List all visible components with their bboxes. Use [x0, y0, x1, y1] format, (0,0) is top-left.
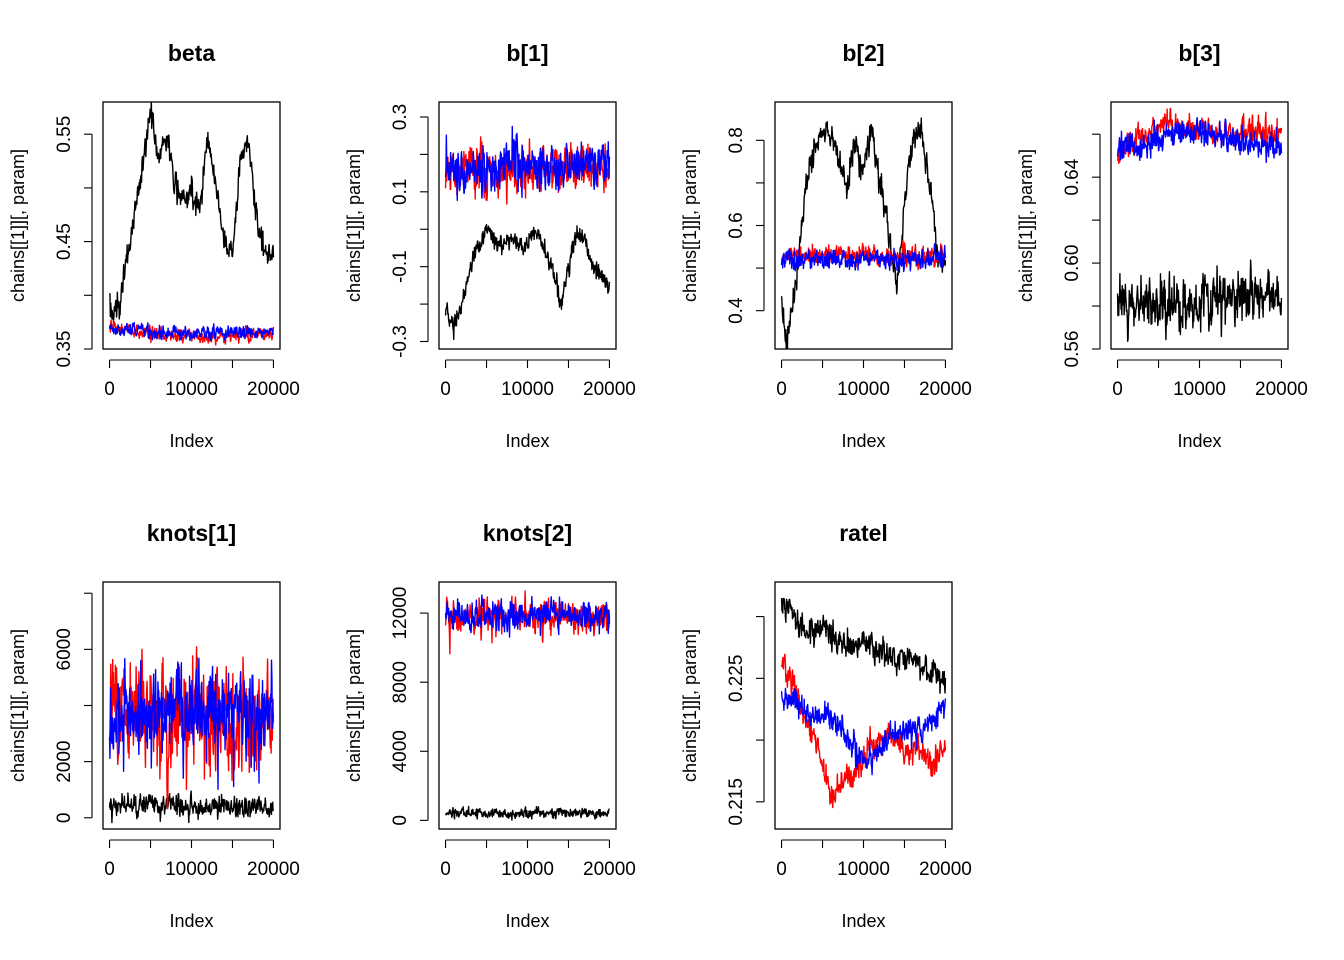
x-tick-label: 20000: [919, 859, 972, 880]
plot-frame: [438, 101, 617, 350]
x-tick-label: 20000: [1255, 379, 1308, 400]
y-tick-label: -0.1: [390, 250, 411, 283]
trace-panel-1: 0 10000 20000 0.35 0.45 0.55 beta Index chains[[…: [8, 40, 300, 451]
x-tick-label: 10000: [501, 859, 554, 880]
x-axis-label: Index: [505, 431, 549, 451]
series-line-3: [780, 243, 947, 273]
series-line-1: [108, 790, 275, 824]
y-tick-label: 0.4: [726, 297, 747, 324]
series-line-3: [108, 321, 275, 342]
trace-panel-7: 0 10000 20000 0.215 0.225 ratel Index chains[[1…: [680, 520, 972, 931]
series-line-3: [780, 687, 947, 776]
y-axis-label: chains[[1]][, param]: [344, 629, 364, 782]
series-line-1: [780, 117, 947, 349]
y-tick-label: 8000: [390, 661, 411, 703]
trace-panel-4: 0 10000 20000 0.56 0.60 0.64 b[3] Index chains[[…: [1016, 40, 1308, 451]
y-tick-label: 0: [54, 812, 75, 823]
x-tick-label: 0: [104, 379, 115, 400]
series-line-3: [444, 125, 611, 202]
y-tick-label: 2000: [54, 740, 75, 782]
y-tick-label: 0.56: [1062, 331, 1083, 368]
y-axis-label: chains[[1]][, param]: [8, 149, 28, 302]
panel-title: beta: [168, 40, 216, 66]
panel-title: ratel: [839, 520, 888, 546]
panel-title: b[3]: [1178, 40, 1220, 66]
trace-panel-2: 0 10000 20000 -0.3 -0.1 0.1 0.3 b[1] Index chains…: [344, 40, 636, 451]
x-tick-label: 20000: [583, 379, 636, 400]
y-tick-label: 0.55: [54, 116, 75, 153]
x-tick-label: 10000: [165, 859, 218, 880]
x-axis-label: Index: [1177, 431, 1221, 451]
series-line-3: [444, 594, 611, 638]
y-tick-label: 0.35: [54, 331, 75, 368]
series-line-2: [781, 239, 947, 271]
x-axis-label: Index: [841, 431, 885, 451]
x-tick-label: 10000: [501, 379, 554, 400]
x-axis-label: Index: [505, 911, 549, 931]
x-tick-label: 0: [776, 379, 787, 400]
panel-title: b[1]: [506, 40, 548, 66]
series-line-3: [1116, 117, 1283, 164]
y-tick-label: 0.6: [726, 212, 747, 238]
y-tick-label: -0.3: [390, 325, 411, 358]
y-tick-label: 0.215: [726, 778, 747, 826]
x-tick-label: 20000: [247, 379, 300, 400]
x-axis-label: Index: [169, 431, 213, 451]
x-tick-label: 20000: [247, 859, 300, 880]
series-line-1: [444, 805, 610, 821]
x-axis-label: Index: [841, 911, 885, 931]
x-tick-label: 0: [776, 859, 787, 880]
y-tick-label: 6000: [54, 628, 75, 670]
trace-panel-3: 0 10000 20000 0.4 0.6 0.8 b[2] Index chains[[1]]…: [680, 40, 972, 451]
y-axis-label: chains[[1]][, param]: [8, 629, 28, 782]
y-tick-label: 0.3: [390, 104, 411, 130]
y-tick-label: 0.64: [1062, 158, 1083, 195]
trace-panel-6: 0 10000 20000 0 4000 8000 12000 knots[2] Index ch…: [344, 520, 636, 931]
x-tick-label: 10000: [837, 379, 890, 400]
x-tick-label: 20000: [919, 379, 972, 400]
y-tick-label: 0.225: [726, 655, 747, 703]
plot-frame: [774, 581, 953, 830]
series-line-1: [444, 223, 611, 341]
y-axis-label: chains[[1]][, param]: [344, 149, 364, 302]
y-tick-label: 0.60: [1062, 245, 1083, 282]
panel-title: knots[1]: [147, 520, 236, 546]
plot-frame: [102, 581, 281, 830]
plot-frame: [774, 101, 953, 350]
x-tick-label: 0: [440, 859, 451, 880]
series-line-2: [780, 653, 947, 809]
x-tick-label: 10000: [165, 379, 218, 400]
y-tick-label: 0.45: [54, 223, 75, 260]
series-line-1: [108, 102, 275, 322]
trace-panel-5: 0 10000 20000 0 2000 6000 knots[1] Index chains[…: [8, 520, 300, 931]
x-tick-label: 0: [440, 379, 451, 400]
y-tick-label: 12000: [390, 587, 411, 640]
x-axis-label: Index: [169, 911, 213, 931]
y-axis-label: chains[[1]][, param]: [1016, 149, 1036, 302]
series-line-3: [108, 657, 274, 790]
plot-frame: [1110, 101, 1289, 350]
x-tick-label: 20000: [583, 859, 636, 880]
y-tick-label: 0: [390, 815, 411, 826]
x-tick-label: 10000: [1173, 379, 1226, 400]
series-line-1: [780, 597, 947, 694]
x-tick-label: 0: [1112, 379, 1123, 400]
y-tick-label: 0.8: [726, 127, 747, 153]
y-tick-label: 4000: [390, 730, 411, 772]
x-tick-label: 10000: [837, 859, 890, 880]
series-line-1: [1116, 259, 1283, 342]
panel-title: knots[2]: [483, 520, 572, 546]
plot-frame: [102, 101, 281, 350]
y-tick-label: 0.1: [390, 179, 411, 205]
y-axis-label: chains[[1]][, param]: [680, 149, 700, 302]
y-axis-label: chains[[1]][, param]: [680, 629, 700, 782]
panel-title: b[2]: [842, 40, 884, 66]
x-tick-label: 0: [104, 859, 115, 880]
plot-frame: [438, 581, 617, 830]
